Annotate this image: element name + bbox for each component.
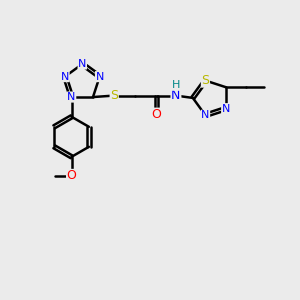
Text: S: S — [201, 74, 209, 87]
Text: N: N — [68, 92, 76, 102]
Text: O: O — [152, 108, 161, 121]
Text: H: H — [173, 91, 181, 100]
Text: H: H — [172, 80, 180, 90]
Text: N: N — [222, 104, 230, 114]
Text: N: N — [201, 110, 210, 120]
Text: N: N — [78, 59, 86, 69]
Text: N: N — [95, 72, 104, 82]
Text: N: N — [61, 72, 69, 82]
Text: N: N — [171, 89, 180, 102]
Text: O: O — [67, 169, 76, 182]
Text: S: S — [110, 89, 118, 102]
